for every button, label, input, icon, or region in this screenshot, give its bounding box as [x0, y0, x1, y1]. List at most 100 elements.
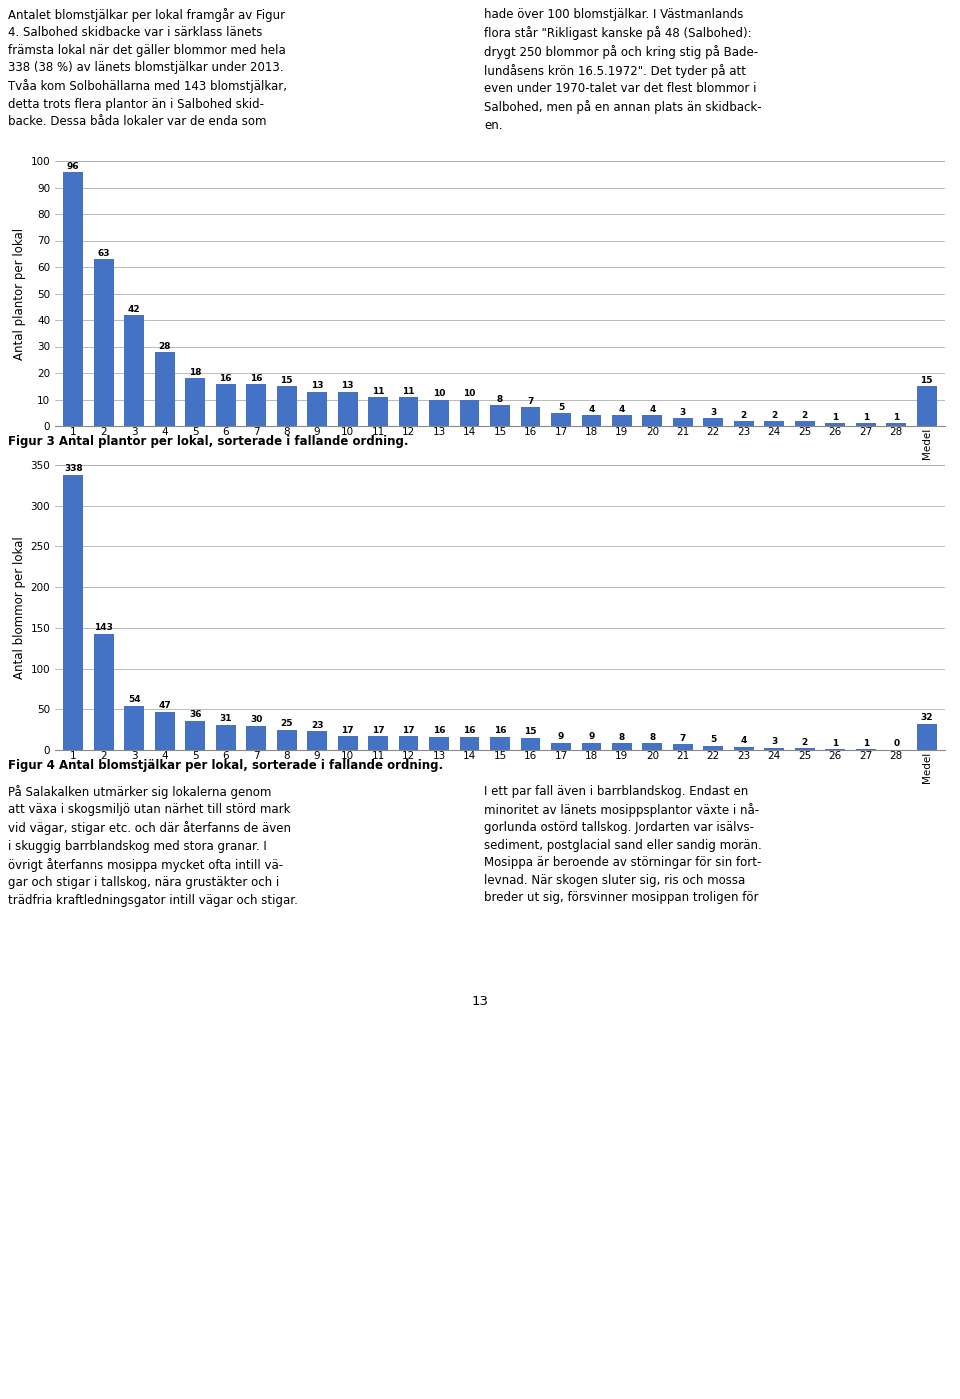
- Bar: [185, 720, 205, 750]
- Text: 338: 338: [64, 464, 83, 473]
- Bar: [856, 424, 876, 427]
- Text: 0: 0: [893, 739, 900, 748]
- Y-axis label: Antal plantor per lokal: Antal plantor per lokal: [13, 228, 26, 360]
- Bar: [276, 386, 297, 427]
- Text: 2: 2: [771, 411, 778, 420]
- Text: 1: 1: [863, 739, 869, 747]
- Text: 25: 25: [280, 719, 293, 727]
- Text: 28: 28: [158, 341, 171, 351]
- Bar: [520, 737, 540, 750]
- Text: 11: 11: [372, 386, 384, 396]
- Text: I ett par fall även i barrblandskog. Endast en
minoritet av länets mosippsplanto: I ett par fall även i barrblandskog. End…: [484, 785, 761, 904]
- Text: 11: 11: [402, 386, 415, 396]
- Bar: [764, 747, 784, 750]
- Bar: [673, 418, 693, 427]
- Bar: [216, 725, 235, 750]
- Text: 143: 143: [94, 623, 113, 632]
- Bar: [795, 421, 815, 427]
- Text: 18: 18: [189, 368, 202, 378]
- Bar: [63, 172, 84, 427]
- Bar: [155, 351, 175, 427]
- Text: 31: 31: [220, 713, 232, 723]
- Text: 13: 13: [311, 382, 324, 390]
- Bar: [338, 736, 357, 750]
- Text: 13: 13: [471, 995, 489, 1009]
- Text: 8: 8: [619, 733, 625, 741]
- Bar: [491, 737, 510, 750]
- Bar: [551, 413, 571, 427]
- Text: 2: 2: [802, 737, 808, 747]
- Bar: [704, 418, 723, 427]
- Bar: [94, 259, 113, 427]
- Text: 4: 4: [619, 406, 625, 414]
- Bar: [704, 746, 723, 750]
- Bar: [307, 392, 327, 427]
- Text: 36: 36: [189, 711, 202, 719]
- Bar: [185, 378, 205, 427]
- Bar: [338, 392, 357, 427]
- Text: 17: 17: [342, 726, 354, 734]
- Bar: [582, 743, 601, 750]
- Text: 4: 4: [741, 736, 747, 746]
- Text: 8: 8: [649, 733, 656, 741]
- Bar: [612, 743, 632, 750]
- Text: 16: 16: [433, 726, 445, 736]
- Bar: [155, 712, 175, 750]
- Bar: [216, 383, 235, 427]
- Bar: [642, 416, 662, 427]
- Text: 7: 7: [680, 733, 686, 743]
- Bar: [826, 424, 845, 427]
- Text: 32: 32: [921, 713, 933, 722]
- Text: 4: 4: [649, 406, 656, 414]
- Text: 16: 16: [464, 726, 476, 736]
- Bar: [795, 748, 815, 750]
- Bar: [491, 404, 510, 427]
- Text: 10: 10: [433, 389, 445, 399]
- Text: 96: 96: [67, 161, 80, 171]
- Bar: [125, 706, 144, 750]
- Bar: [460, 400, 479, 427]
- Text: Figur 4 Antal blomstjälkar per lokal, sorterade i fallande ordning.: Figur 4 Antal blomstjälkar per lokal, so…: [8, 760, 444, 772]
- Text: 1: 1: [832, 413, 838, 422]
- Bar: [276, 730, 297, 750]
- Text: 9: 9: [558, 732, 564, 741]
- Bar: [247, 726, 266, 750]
- Bar: [642, 743, 662, 750]
- Bar: [612, 416, 632, 427]
- Text: 30: 30: [250, 715, 262, 723]
- Bar: [125, 315, 144, 427]
- Bar: [734, 747, 754, 750]
- Text: Figur 3 Antal plantor per lokal, sorterade i fallande ordning.: Figur 3 Antal plantor per lokal, sortera…: [8, 435, 409, 448]
- Text: 17: 17: [402, 726, 415, 734]
- Text: 1: 1: [893, 413, 900, 422]
- Bar: [369, 397, 388, 427]
- Text: 16: 16: [250, 374, 262, 382]
- Bar: [917, 386, 937, 427]
- Text: 3: 3: [710, 409, 716, 417]
- Text: 15: 15: [921, 376, 933, 385]
- Bar: [369, 736, 388, 750]
- Text: 16: 16: [493, 726, 506, 736]
- Bar: [734, 421, 754, 427]
- Text: 16: 16: [220, 374, 232, 382]
- Bar: [429, 400, 449, 427]
- Bar: [398, 736, 419, 750]
- Bar: [917, 723, 937, 750]
- Text: 13: 13: [342, 382, 354, 390]
- Text: 2: 2: [802, 411, 808, 420]
- Text: 4: 4: [588, 406, 594, 414]
- Text: 3: 3: [680, 409, 686, 417]
- Bar: [764, 421, 784, 427]
- Text: 9: 9: [588, 732, 594, 741]
- Text: 47: 47: [158, 701, 171, 711]
- Text: 1: 1: [832, 739, 838, 747]
- Bar: [94, 634, 113, 750]
- Bar: [673, 744, 693, 750]
- Bar: [63, 474, 84, 750]
- Text: 7: 7: [527, 397, 534, 406]
- Text: 42: 42: [128, 305, 140, 313]
- Text: 8: 8: [497, 395, 503, 404]
- Bar: [398, 397, 419, 427]
- Bar: [429, 737, 449, 750]
- Bar: [886, 424, 906, 427]
